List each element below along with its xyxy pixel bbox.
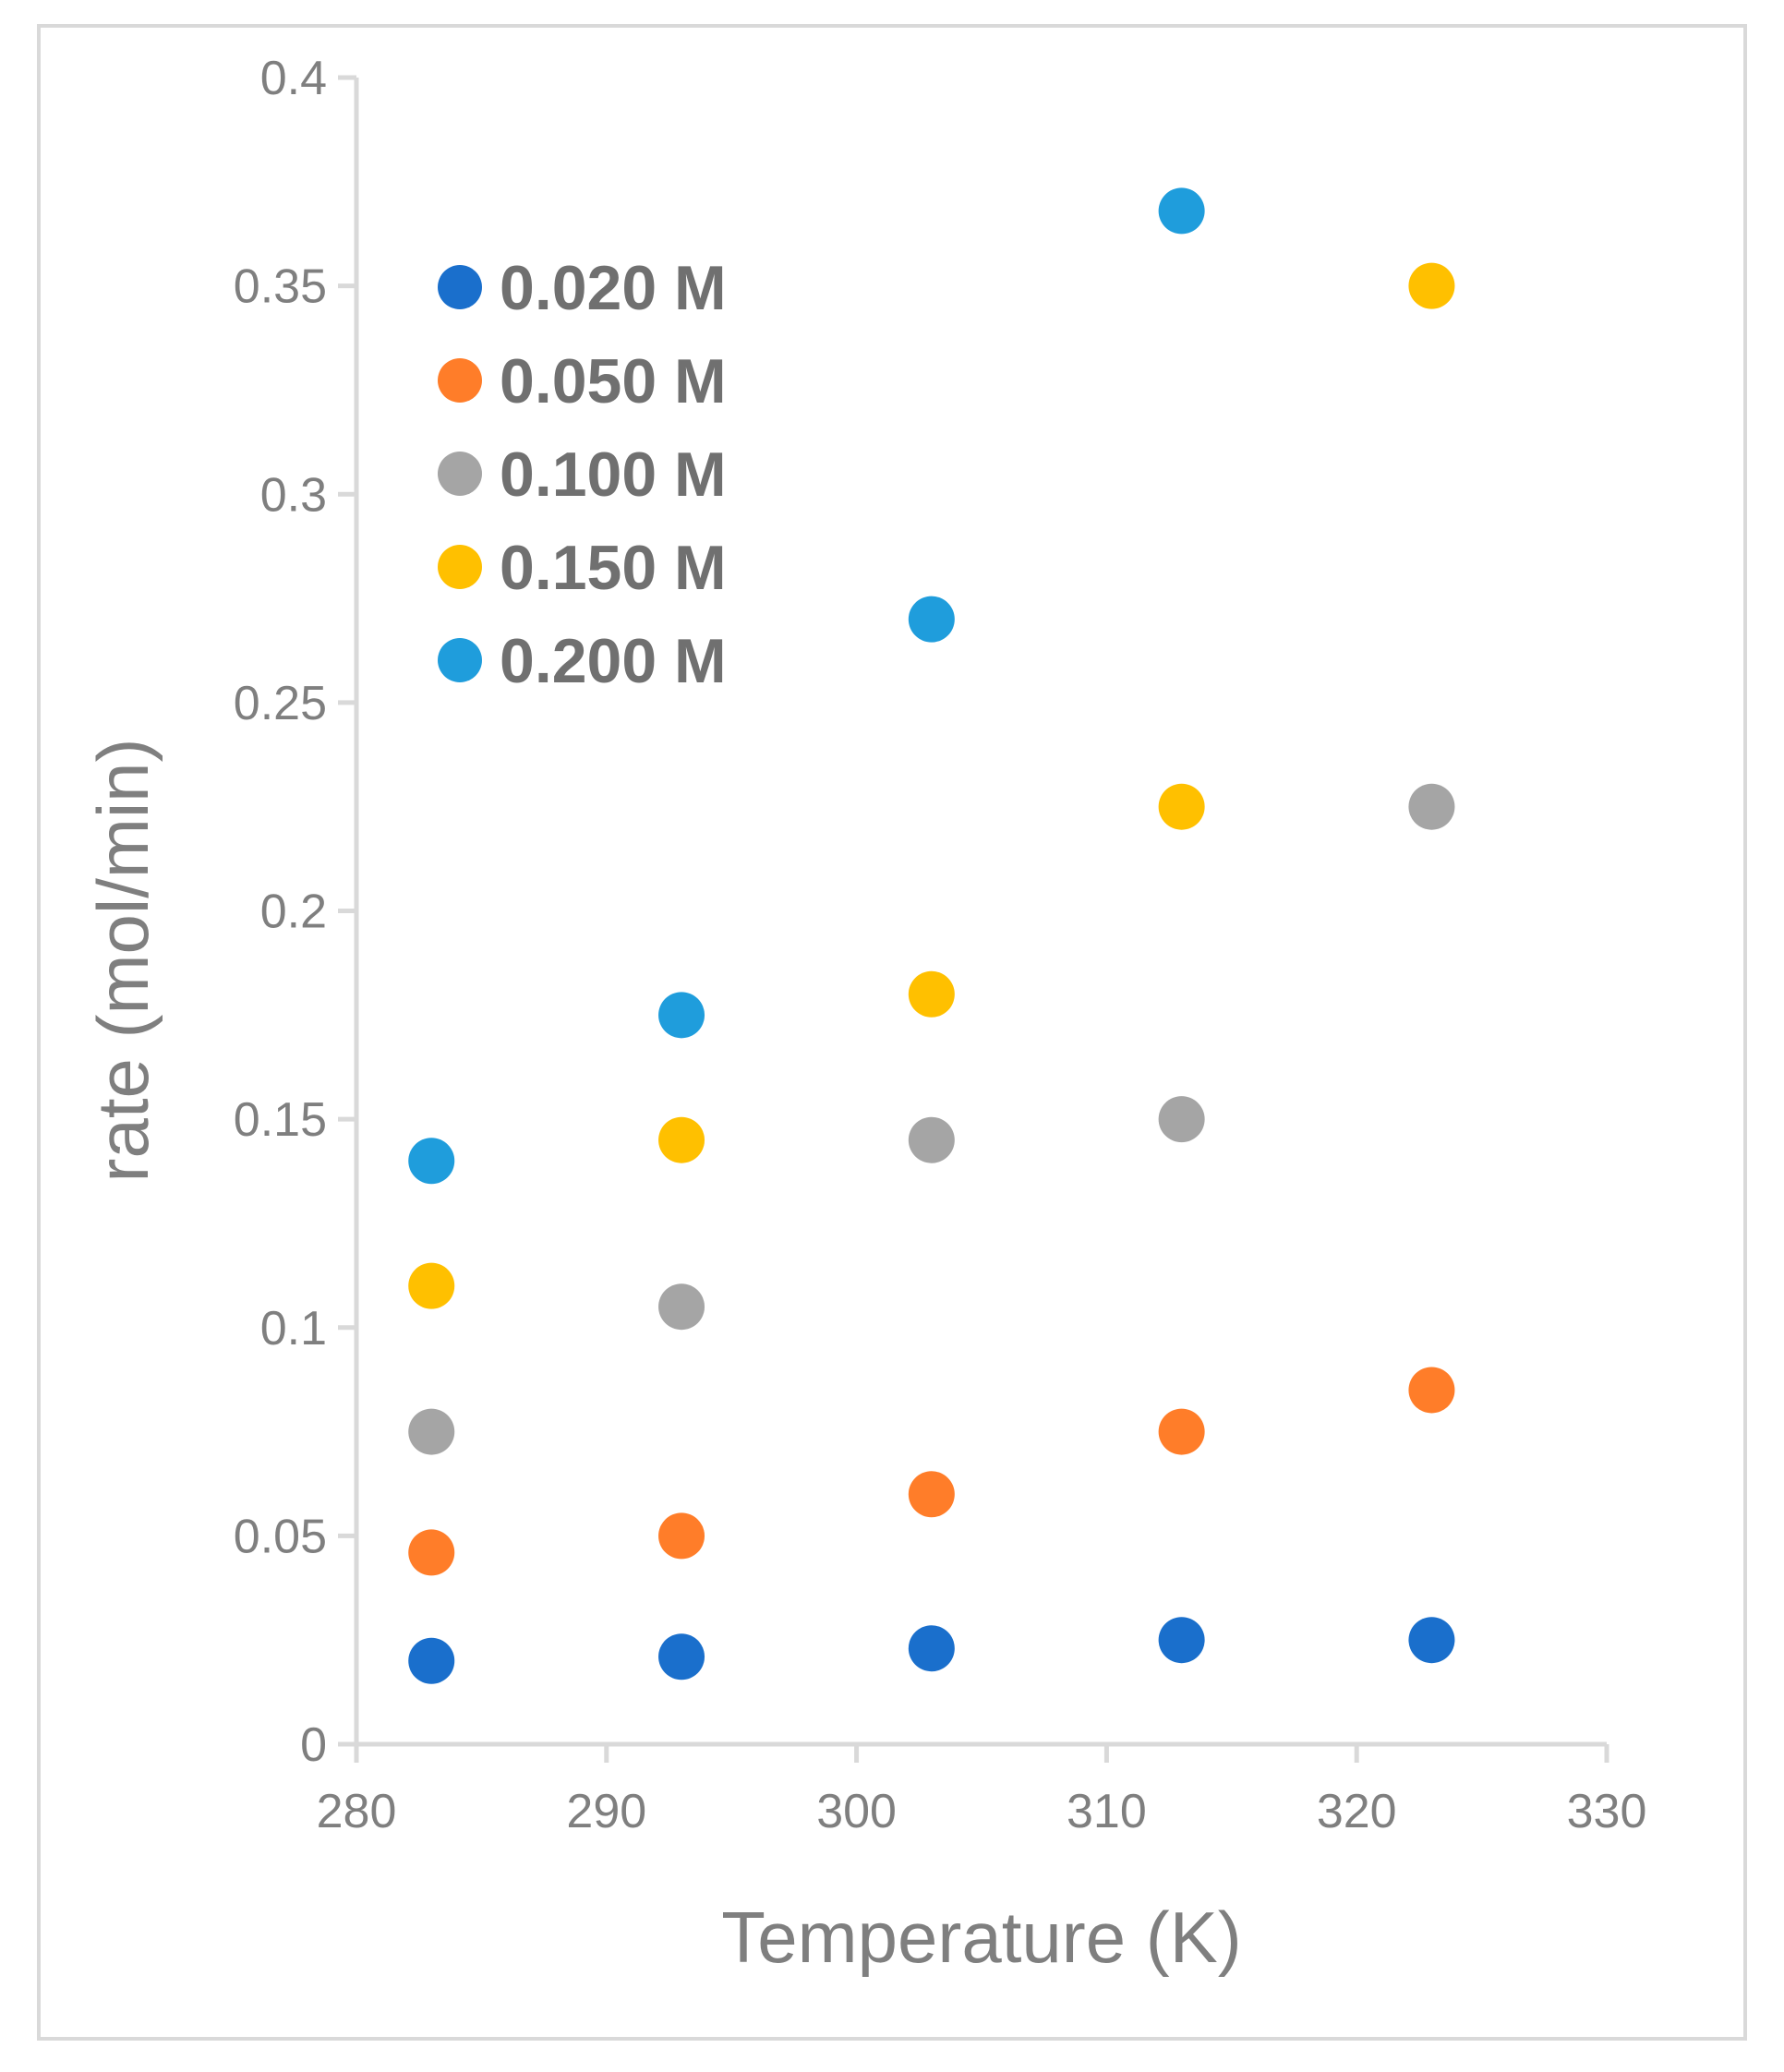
data-point-0-050-m bbox=[908, 1471, 955, 1518]
x-tick-label: 300 bbox=[816, 1785, 897, 1838]
legend-marker bbox=[438, 265, 482, 309]
y-tick-label: 0 bbox=[300, 1718, 327, 1772]
data-point-0-100-m bbox=[408, 1408, 455, 1455]
x-tick-label: 310 bbox=[1067, 1785, 1147, 1838]
data-points bbox=[408, 187, 1455, 1684]
data-point-0-200-m bbox=[658, 992, 705, 1039]
legend-marker bbox=[438, 545, 482, 589]
data-point-0-150-m bbox=[908, 970, 955, 1018]
legend-marker bbox=[438, 358, 482, 403]
data-point-0-020-m bbox=[908, 1625, 955, 1672]
data-point-0-050-m bbox=[408, 1529, 455, 1576]
data-point-0-100-m bbox=[908, 1116, 955, 1163]
y-tick-label: 0.1 bbox=[260, 1302, 327, 1355]
legend-label: 0.020 M bbox=[500, 253, 727, 323]
data-point-0-050-m bbox=[658, 1512, 705, 1560]
legend-label: 0.200 M bbox=[500, 626, 727, 696]
y-tick-label: 0.05 bbox=[234, 1510, 327, 1563]
data-point-0-200-m bbox=[908, 596, 955, 643]
data-point-0-150-m bbox=[1158, 783, 1205, 830]
legend-label: 0.050 M bbox=[500, 346, 727, 416]
data-point-0-150-m bbox=[1408, 262, 1455, 309]
y-tick-label: 0.4 bbox=[260, 52, 327, 105]
data-point-0-150-m bbox=[408, 1262, 455, 1309]
data-point-0-020-m bbox=[1158, 1617, 1205, 1664]
legend: 0.020 M 0.050 M 0.100 M 0.150 M 0.200 M bbox=[438, 253, 727, 696]
data-point-0-020-m bbox=[1408, 1617, 1455, 1664]
data-point-0-200-m bbox=[408, 1138, 455, 1185]
data-point-0-200-m bbox=[1158, 187, 1205, 235]
y-axis-title: rate (mol/min) bbox=[82, 738, 163, 1182]
data-point-0-100-m bbox=[1408, 783, 1455, 830]
y-axis-ticks: 0 0.05 0.1 0.15 0.2 0.25 0.3 0.35 0.4 bbox=[234, 52, 356, 1772]
chart-frame bbox=[37, 24, 1747, 2041]
data-point-0-050-m bbox=[1408, 1367, 1455, 1414]
data-point-0-100-m bbox=[658, 1283, 705, 1331]
x-tick-label: 290 bbox=[566, 1785, 646, 1838]
data-point-0-020-m bbox=[408, 1637, 455, 1684]
y-tick-label: 0.25 bbox=[234, 677, 327, 730]
axes bbox=[354, 78, 1607, 1747]
data-point-0-050-m bbox=[1158, 1408, 1205, 1455]
x-axis-ticks: 280 290 300 310 320 330 bbox=[317, 1744, 1647, 1838]
legend-label: 0.100 M bbox=[500, 440, 727, 510]
y-tick-label: 0.2 bbox=[260, 885, 327, 939]
y-tick-label: 0.35 bbox=[234, 260, 327, 314]
y-tick-label: 0.15 bbox=[234, 1093, 327, 1147]
legend-marker bbox=[438, 638, 482, 682]
y-tick-label: 0.3 bbox=[260, 468, 327, 522]
legend-marker bbox=[438, 452, 482, 496]
x-tick-label: 280 bbox=[317, 1785, 397, 1838]
legend-label: 0.150 M bbox=[500, 533, 727, 603]
x-axis-title: Temperature (K) bbox=[721, 1897, 1242, 1978]
data-point-0-100-m bbox=[1158, 1096, 1205, 1143]
x-tick-label: 330 bbox=[1567, 1785, 1647, 1838]
x-tick-label: 320 bbox=[1317, 1785, 1397, 1838]
data-point-0-020-m bbox=[658, 1633, 705, 1680]
data-point-0-150-m bbox=[658, 1116, 705, 1163]
